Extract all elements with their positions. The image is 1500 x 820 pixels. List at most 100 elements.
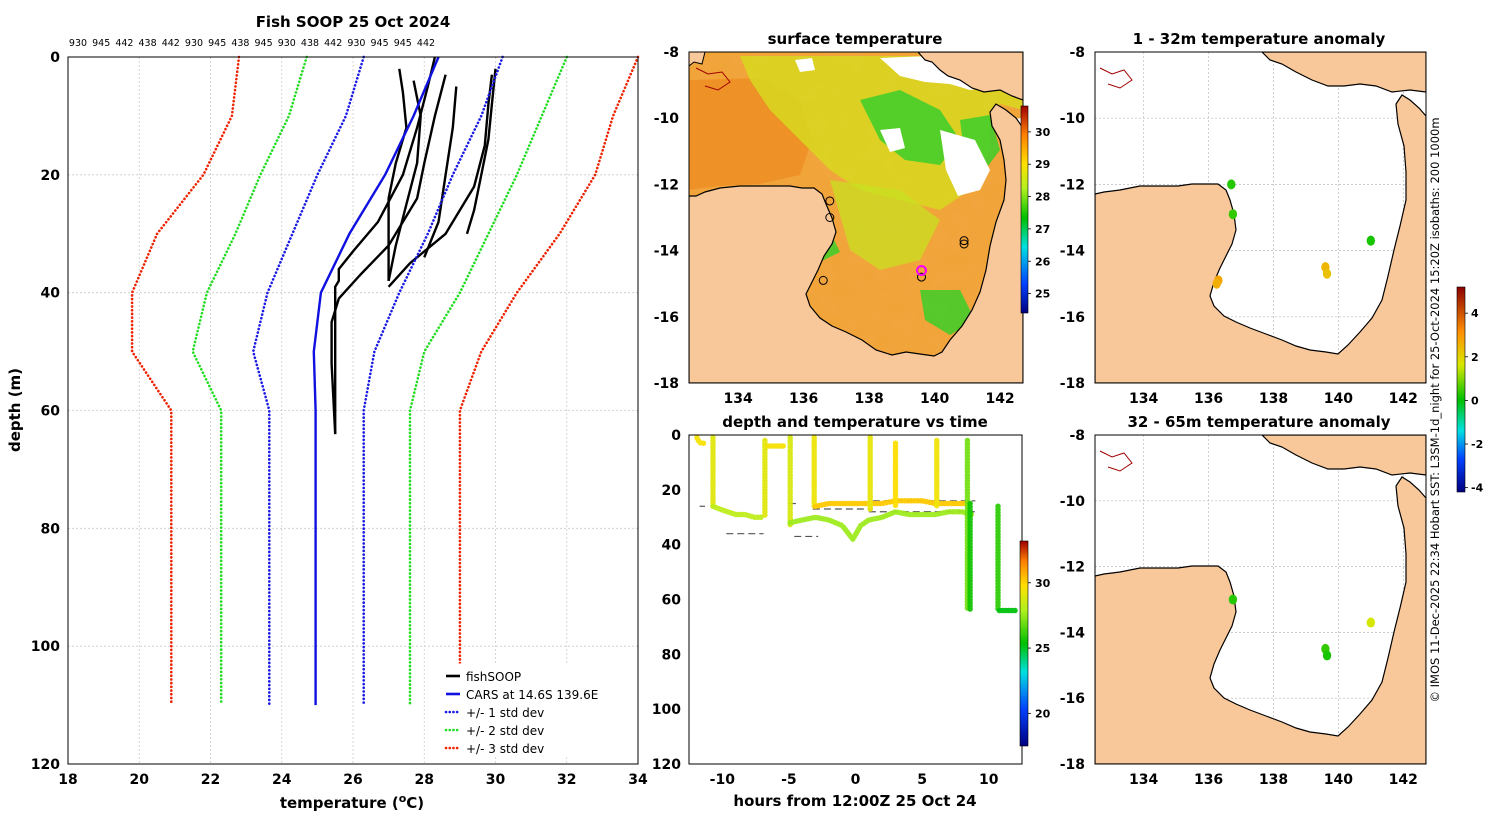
map-xtick-label: 142 bbox=[985, 391, 1014, 407]
anomaly-point bbox=[1228, 594, 1238, 605]
sst-profile-marker bbox=[825, 213, 835, 222]
depth-time-xtick-label: -5 bbox=[781, 772, 797, 788]
depth-time-xtick-label: 5 bbox=[917, 772, 927, 788]
depth-time-track bbox=[694, 435, 707, 446]
map-ytick-label: -8 bbox=[1069, 428, 1085, 444]
sst-land-papua bbox=[917, 52, 1023, 101]
sst-coast-north-west bbox=[695, 67, 731, 91]
map-xtick-label: 142 bbox=[1389, 391, 1418, 407]
profile-xtick-label: 32 bbox=[557, 772, 576, 788]
map-xtick-label: 140 bbox=[920, 391, 949, 407]
sst-colorbar-label: 30 bbox=[1035, 126, 1051, 139]
sst-profile-marker bbox=[916, 272, 926, 282]
anomaly-32-65-panel: 32 - 65m temperature anomaly 134 136 138 14… bbox=[1060, 286, 1484, 788]
depth-time-colorbar-label: 30 bbox=[1035, 577, 1051, 590]
map-ytick-label: -18 bbox=[1060, 757, 1085, 773]
depth-time-title: depth and temperature vs time bbox=[722, 413, 988, 431]
profile-ytick-label: 40 bbox=[41, 286, 61, 302]
legend-label: +/- 1 std dev bbox=[466, 706, 544, 720]
profile-fishsoop-line bbox=[387, 74, 494, 288]
map-xtick-label: 134 bbox=[1129, 772, 1158, 788]
depth-time-ytick-label: 20 bbox=[662, 483, 682, 499]
anomaly-point bbox=[1322, 268, 1332, 279]
anomaly-32-65-coast-north bbox=[1099, 450, 1133, 472]
anomaly-32-65-ticks: 134 136 138 140 142 -8 -10 -12 -14 -16 -18 bbox=[1060, 428, 1418, 788]
sst-land-east bbox=[689, 103, 1023, 383]
legend-label: +/- 3 std dev bbox=[466, 742, 544, 756]
map-ytick-label: -18 bbox=[1060, 376, 1085, 392]
profile-fishsoop-line bbox=[330, 74, 447, 435]
sst-cloud-gaps bbox=[795, 56, 1022, 196]
depth-time-colorbar-gradient bbox=[1019, 540, 1029, 747]
profile-top-label: 442 bbox=[162, 38, 180, 49]
profile-fishsoop-line bbox=[387, 68, 408, 281]
profile-xlabel-superscript: o bbox=[399, 792, 407, 805]
profile-std-line bbox=[408, 55, 569, 707]
profile-xlabel-text: temperature ( bbox=[280, 794, 399, 812]
sst-profile-marker bbox=[959, 239, 969, 249]
map-xtick-label: 138 bbox=[854, 391, 883, 407]
profile-xtick-label: 24 bbox=[272, 772, 292, 788]
profile-top-label: 442 bbox=[324, 38, 342, 49]
map-ytick-label: -16 bbox=[1060, 310, 1085, 326]
profile-fishsoop-line bbox=[423, 86, 458, 258]
map-ytick-label: -8 bbox=[663, 45, 679, 61]
profile-xtick-label: 34 bbox=[628, 772, 648, 788]
depth-time-ytick-label: 100 bbox=[652, 702, 681, 718]
map-xtick-label: 136 bbox=[1194, 772, 1223, 788]
side-note: © IMOS 11-Dec-2025 22:34 Hobart SST: L3S… bbox=[1428, 117, 1442, 702]
depth-time-track bbox=[787, 509, 975, 542]
profile-top-label: 930 bbox=[185, 38, 203, 49]
sst-colorbar-label: 29 bbox=[1035, 158, 1050, 171]
sst-profile-marker bbox=[818, 275, 828, 285]
anomaly-point bbox=[1227, 179, 1236, 190]
profile-xtick-label: 20 bbox=[130, 772, 150, 788]
map-ytick-label: -12 bbox=[1060, 560, 1085, 576]
anomaly-1-32-coast-north bbox=[1099, 67, 1133, 89]
map-xtick-label: 140 bbox=[1324, 391, 1353, 407]
profile-xtick-label: 28 bbox=[415, 772, 434, 788]
map-ytick-label: -14 bbox=[1060, 244, 1086, 260]
depth-time-ytick-label: 0 bbox=[671, 428, 681, 444]
anomaly-32-65-land-papua bbox=[1261, 435, 1426, 476]
profile-top-label: 930 bbox=[278, 38, 296, 49]
depth-time-colorbar-label: 20 bbox=[1035, 707, 1051, 720]
depth-time-xtick-label: -10 bbox=[710, 772, 736, 788]
profile-xlabel: temperature (oC) bbox=[280, 792, 424, 812]
anomaly-point bbox=[1366, 235, 1376, 246]
profile-top-label: 438 bbox=[231, 38, 249, 49]
profile-std-line bbox=[458, 55, 640, 707]
depth-time-tracks bbox=[694, 435, 1019, 614]
depth-time-colorbar: 20 25 30 bbox=[1019, 540, 1051, 747]
depth-time-xtick-label: 0 bbox=[851, 772, 861, 788]
anomaly-1-32-land-papua bbox=[1261, 52, 1426, 93]
anomaly-32-65-title: 32 - 65m temperature anomaly bbox=[1127, 413, 1390, 431]
sst-colorbar-label: 27 bbox=[1035, 223, 1050, 236]
map-xtick-label: 138 bbox=[1259, 772, 1288, 788]
profile-ytick-label: 60 bbox=[41, 404, 61, 420]
sst-colorbar-label: 25 bbox=[1035, 288, 1050, 301]
sst-yellow-patches bbox=[830, 180, 940, 270]
anomaly-1-32-panel: 1 - 32m temperature anomaly 134 136 138 140… bbox=[1060, 30, 1427, 407]
profile-frame bbox=[67, 56, 639, 765]
profile-top-label: 945 bbox=[255, 38, 273, 49]
profile-ytick-label: 80 bbox=[41, 521, 61, 537]
profile-std-line bbox=[191, 55, 309, 707]
legend-box bbox=[439, 663, 621, 757]
sst-colorbar-gradient bbox=[1020, 105, 1029, 314]
anomaly-1-32-frame bbox=[1094, 51, 1427, 384]
anomaly-colorbar-label: 4 bbox=[1471, 307, 1479, 320]
map-ytick-label: -14 bbox=[1060, 625, 1086, 641]
profile-ticks: 18 20 22 24 26 28 30 32 34 0 20 40 60 80 100 120 bbox=[31, 50, 648, 788]
profile-xtick-label: 18 bbox=[58, 772, 77, 788]
anomaly-32-65-points bbox=[1228, 594, 1376, 661]
profile-panel: Fish SOOP 25 Oct 2024 930 945 442 438 442 930… bbox=[6, 13, 648, 812]
anomaly-point bbox=[1322, 650, 1332, 661]
map-xtick-label: 142 bbox=[1389, 772, 1418, 788]
depth-time-ytick-label: 60 bbox=[662, 593, 682, 609]
sst-land-nw bbox=[689, 52, 706, 67]
depth-time-ytick-label: 120 bbox=[652, 757, 681, 773]
anomaly-1-32-title: 1 - 32m temperature anomaly bbox=[1133, 30, 1386, 48]
profile-top-label: 438 bbox=[301, 38, 319, 49]
